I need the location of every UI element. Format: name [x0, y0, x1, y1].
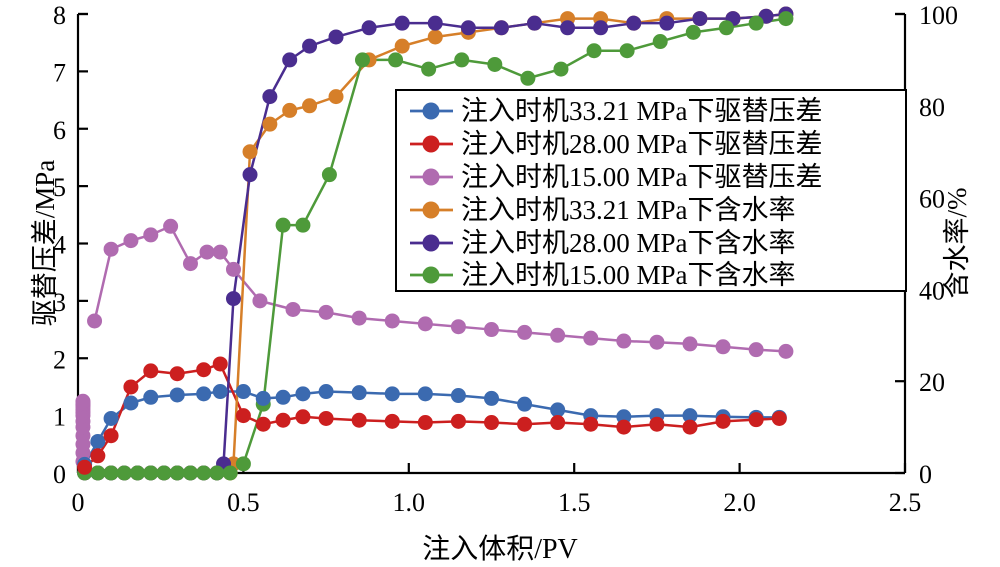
svg-text:0: 0 — [72, 488, 85, 517]
svg-text:注入时机28.00 MPa下驱替压差: 注入时机28.00 MPa下驱替压差 — [461, 129, 823, 159]
svg-text:0.5: 0.5 — [227, 488, 260, 517]
svg-text:1.0: 1.0 — [393, 488, 426, 517]
svg-text:1.5: 1.5 — [558, 488, 591, 517]
svg-text:注入时机15.00 MPa下含水率: 注入时机15.00 MPa下含水率 — [461, 260, 796, 288]
svg-text:6: 6 — [53, 116, 66, 145]
svg-text:2.0: 2.0 — [723, 488, 756, 517]
svg-text:100: 100 — [919, 1, 958, 30]
svg-text:注入时机33.21 MPa下含水率: 注入时机33.21 MPa下含水率 — [461, 195, 796, 225]
svg-text:注入时机28.00 MPa下含水率: 注入时机28.00 MPa下含水率 — [461, 228, 796, 258]
svg-text:8: 8 — [53, 1, 66, 30]
svg-text:7: 7 — [53, 58, 66, 87]
svg-text:注入时机33.21 MPa下驱替压差: 注入时机33.21 MPa下驱替压差 — [461, 96, 823, 126]
svg-text:0: 0 — [919, 460, 932, 489]
svg-text:2: 2 — [53, 345, 66, 374]
svg-text:注入时机15.00 MPa下驱替压差: 注入时机15.00 MPa下驱替压差 — [461, 162, 823, 192]
svg-text:1: 1 — [53, 403, 66, 432]
svg-text:0: 0 — [53, 460, 66, 489]
svg-text:2.5: 2.5 — [889, 488, 922, 517]
